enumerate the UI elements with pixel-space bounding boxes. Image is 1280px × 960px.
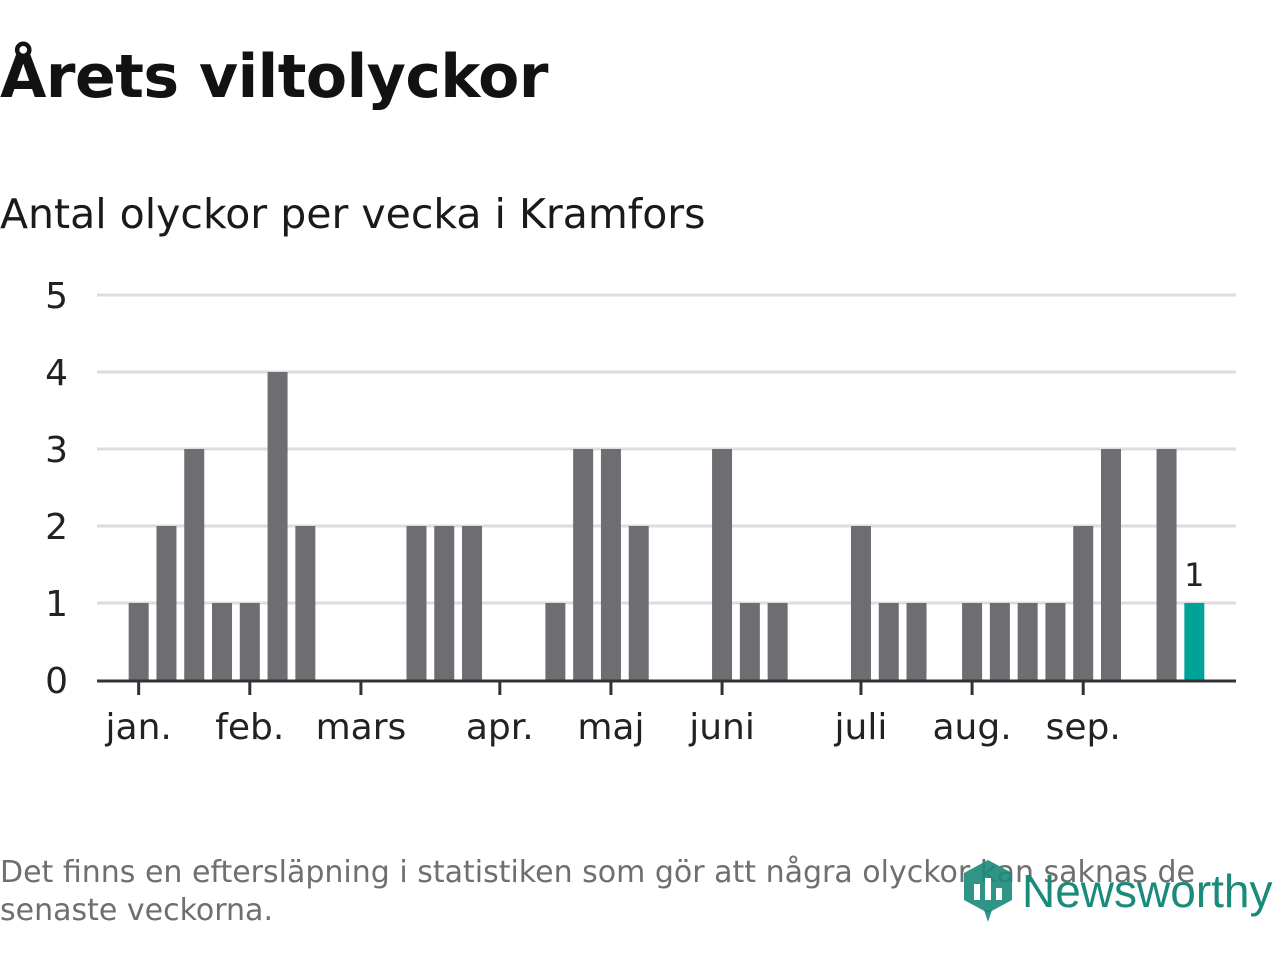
x-tick-label: apr. bbox=[466, 707, 534, 748]
x-tick-label: feb. bbox=[215, 707, 284, 748]
x-tick-label: sep. bbox=[1046, 707, 1121, 748]
bar bbox=[128, 603, 149, 680]
chart-subtitle: Antal olyckor per vecka i Kramfors bbox=[0, 190, 706, 238]
bar bbox=[239, 603, 260, 680]
bar bbox=[878, 603, 899, 680]
bar bbox=[989, 603, 1010, 680]
bar bbox=[767, 603, 788, 680]
bar bbox=[1100, 449, 1121, 680]
bar bbox=[184, 449, 205, 680]
bar bbox=[906, 603, 927, 680]
bar bbox=[212, 603, 233, 680]
y-tick-label: 3 bbox=[45, 430, 68, 471]
x-tick-label: jan. bbox=[105, 707, 172, 748]
bar bbox=[573, 449, 594, 680]
x-tick-label: mars bbox=[316, 707, 407, 748]
bar bbox=[739, 603, 760, 680]
y-tick-label: 4 bbox=[45, 353, 68, 394]
newsworthy-logo[interactable]: Newsworthy bbox=[962, 858, 1273, 924]
x-tick-label: juni bbox=[688, 707, 755, 748]
bar bbox=[1073, 526, 1094, 680]
chart-title: Årets viltolyckor bbox=[0, 42, 549, 112]
highlight-data-label: 1 bbox=[1184, 556, 1204, 594]
y-tick-label: 1 bbox=[45, 584, 68, 625]
bar-highlight bbox=[1184, 603, 1205, 680]
bar bbox=[962, 603, 983, 680]
bar-chart: 0 1 2 3 4 5 1 jan. feb. mars apr. maj juni juli aug. se… bbox=[45, 276, 1236, 748]
bar bbox=[295, 526, 316, 680]
bar bbox=[712, 449, 733, 680]
bar bbox=[1045, 603, 1066, 680]
x-tick-label: maj bbox=[577, 707, 644, 748]
bar bbox=[1156, 449, 1177, 680]
bar bbox=[267, 372, 288, 680]
bar bbox=[406, 526, 427, 680]
bar bbox=[545, 603, 566, 680]
bar bbox=[850, 526, 871, 680]
logo-text: Newsworthy bbox=[1022, 865, 1273, 917]
newsworthy-logo-icon bbox=[964, 860, 1012, 922]
x-tick-label: juli bbox=[834, 707, 888, 748]
bar bbox=[600, 449, 621, 680]
bar bbox=[462, 526, 483, 680]
y-tick-label: 5 bbox=[45, 276, 68, 317]
bar bbox=[628, 526, 649, 680]
x-tick-label: aug. bbox=[932, 707, 1011, 748]
y-tick-label: 2 bbox=[45, 507, 68, 548]
bar bbox=[156, 526, 177, 680]
bar bbox=[434, 526, 455, 680]
bar bbox=[1017, 603, 1038, 680]
y-tick-label: 0 bbox=[45, 661, 68, 702]
